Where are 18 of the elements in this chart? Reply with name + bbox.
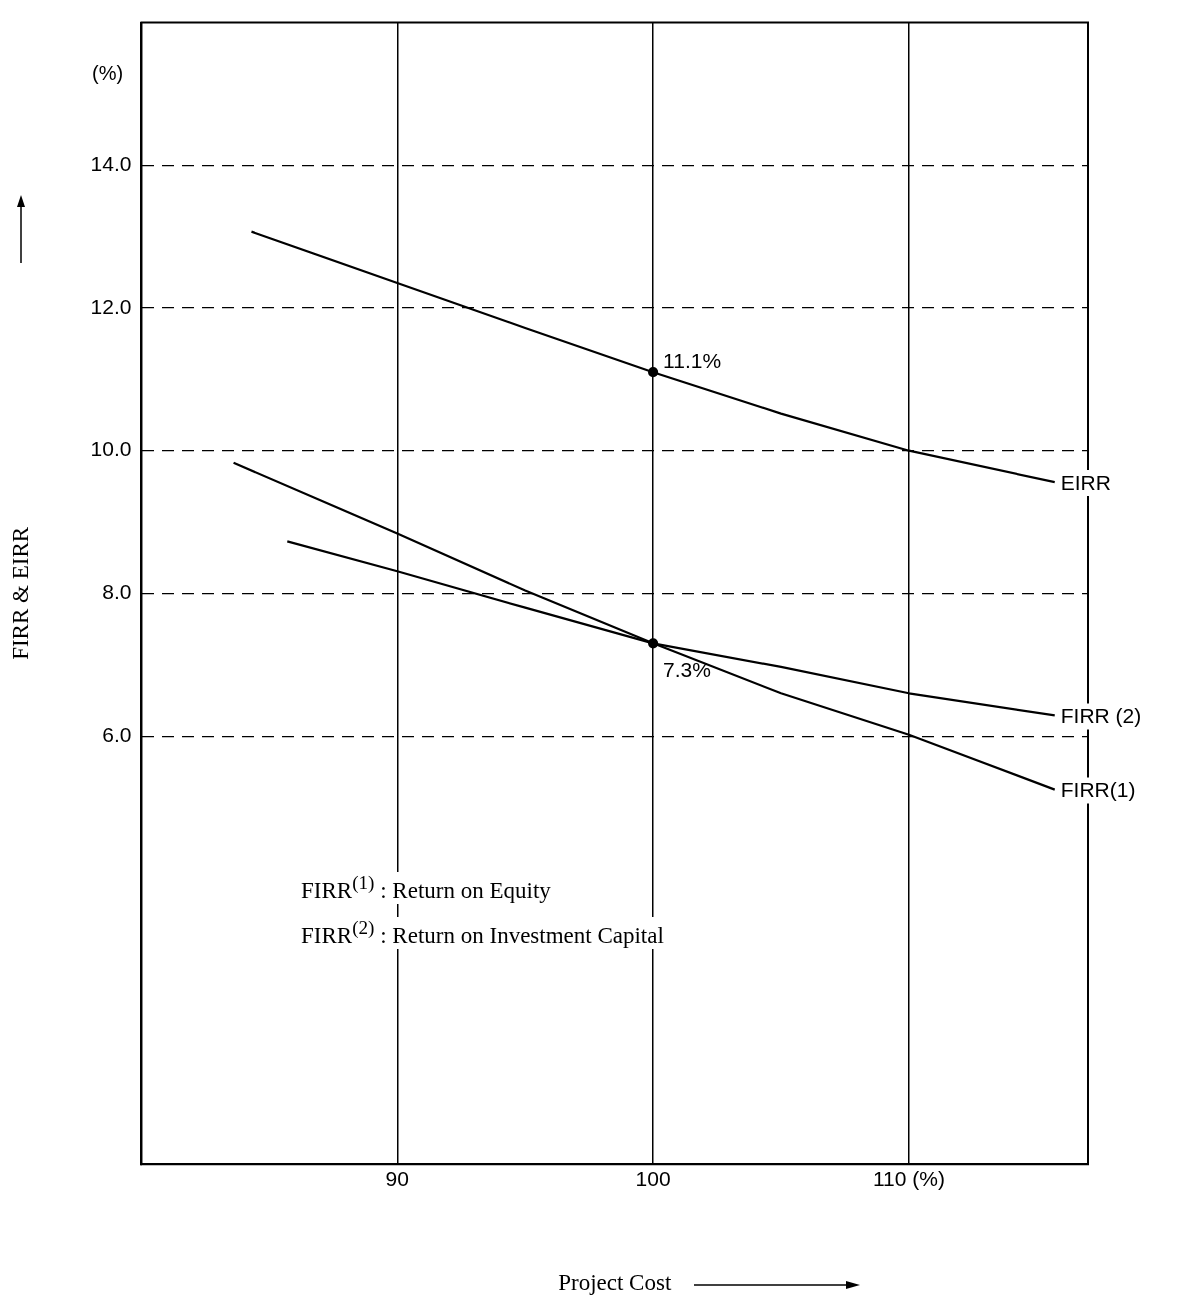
annotation: FIRR$^{(2)}$ : Return on Investment Capital: [297, 917, 668, 949]
x-tick-label: 110 (%): [872, 1166, 945, 1190]
annotation: 11.1%: [663, 349, 722, 373]
x-axis-title: Project Cost: [558, 1270, 672, 1296]
x-tick-label: 100: [635, 1166, 671, 1190]
series-label: FIRR(1): [1060, 778, 1136, 802]
y-tick-label: 14.0: [90, 152, 132, 176]
y-tick-label: 10.0: [90, 437, 132, 461]
y-axis-title: FIRR & EIRR: [7, 526, 33, 660]
text: (%): [88, 62, 128, 85]
series-label: EIRR: [1060, 470, 1111, 494]
series-label: FIRR (2): [1060, 704, 1142, 728]
y-tick-label: 12.0: [90, 294, 132, 318]
y-tick-label: 6.0: [102, 722, 132, 746]
annotation: 7.3%: [663, 658, 711, 682]
y-tick-label: 8.0: [102, 580, 132, 604]
annotation: FIRR$^{(1)}$ : Return on Equity: [297, 872, 555, 904]
x-tick-label: 90: [385, 1166, 409, 1190]
